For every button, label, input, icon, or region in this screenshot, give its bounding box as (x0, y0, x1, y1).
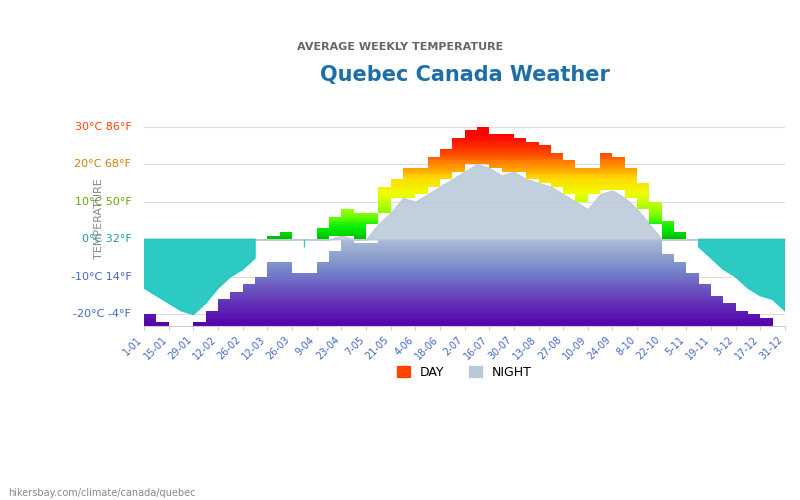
Text: hikersbay.com/climate/canada/quebec: hikersbay.com/climate/canada/quebec (8, 488, 195, 498)
Text: -10°C 14°F: -10°C 14°F (70, 272, 131, 282)
Text: 20°C 68°F: 20°C 68°F (74, 159, 131, 169)
Title: Quebec Canada Weather: Quebec Canada Weather (320, 65, 610, 85)
Text: AVERAGE WEEKLY TEMPERATURE: AVERAGE WEEKLY TEMPERATURE (297, 42, 503, 52)
Legend: DAY, NIGHT: DAY, NIGHT (392, 361, 537, 384)
Text: -20°C -4°F: -20°C -4°F (74, 310, 131, 320)
Text: 10°C 50°F: 10°C 50°F (74, 196, 131, 206)
Text: 0°C 32°F: 0°C 32°F (82, 234, 131, 244)
Text: TEMPERATURE: TEMPERATURE (94, 178, 104, 259)
Text: 30°C 86°F: 30°C 86°F (74, 122, 131, 132)
